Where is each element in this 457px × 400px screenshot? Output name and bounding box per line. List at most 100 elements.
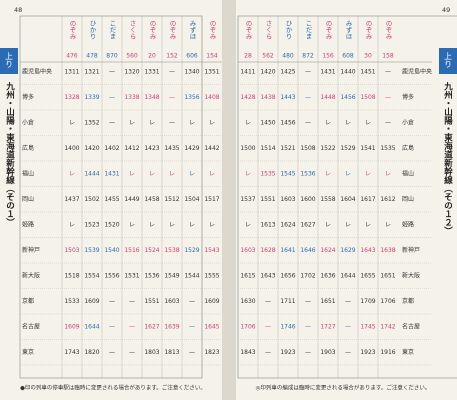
train-name: のぞみ: [208, 20, 216, 40]
time: レ: [69, 222, 75, 229]
time: 1504: [184, 196, 199, 203]
time: 1444: [84, 171, 99, 178]
time: レ: [345, 222, 351, 229]
time: レ: [209, 171, 215, 178]
time: 1604: [340, 196, 355, 203]
time: 1711: [280, 298, 295, 305]
time: 1639: [164, 324, 179, 331]
station-name: 新大阪: [402, 272, 420, 280]
time: —: [169, 120, 175, 127]
train-number: 154: [206, 53, 218, 60]
train-number: 480: [282, 53, 294, 60]
time: 1609: [64, 324, 79, 331]
time: レ: [149, 171, 155, 178]
train-name: のぞみ: [244, 20, 252, 40]
time: レ: [69, 120, 75, 127]
station-name: 新神戸: [22, 246, 40, 254]
train-number: 560: [126, 53, 138, 60]
time: 1348: [144, 94, 159, 101]
train-name: のぞみ: [384, 20, 392, 40]
time: —: [109, 94, 115, 101]
time: 1339: [84, 94, 99, 101]
time: 1624: [280, 222, 295, 229]
time: 1645: [204, 324, 219, 331]
time: 1923: [280, 349, 295, 356]
train-number: 156: [322, 53, 334, 60]
time: 1340: [184, 69, 199, 76]
time: —: [189, 298, 195, 305]
time: レ: [245, 171, 251, 178]
time: 1508: [300, 145, 315, 152]
time: 1512: [164, 196, 179, 203]
train-name: のぞみ: [148, 20, 156, 40]
time: 1820: [84, 349, 99, 356]
time: 1551: [144, 298, 159, 305]
tab-label: 上り: [444, 52, 453, 68]
time: 1656: [280, 273, 295, 280]
time: 1438: [260, 94, 275, 101]
time: 1603: [280, 196, 295, 203]
time: 1402: [104, 145, 119, 152]
time: —: [345, 349, 351, 356]
time: 1535: [380, 145, 395, 152]
station-name: 京都: [22, 297, 34, 305]
section-title: 九州・山陽・東海道新幹線（その１）: [5, 81, 16, 226]
time: 1429: [184, 145, 199, 152]
time: 1456: [280, 120, 295, 127]
time: 1531: [124, 273, 139, 280]
time: 1420: [84, 145, 99, 152]
time: 1558: [320, 196, 335, 203]
time: レ: [345, 120, 351, 127]
time: 1545: [280, 171, 295, 178]
station-name: 新神戸: [402, 246, 420, 254]
time: レ: [365, 222, 371, 229]
time: レ: [345, 171, 351, 178]
time: 1603: [164, 298, 179, 305]
train-name: みずほ: [344, 20, 352, 40]
time: 1431: [104, 171, 119, 178]
time: —: [129, 298, 135, 305]
time: 1412: [124, 145, 139, 152]
station-name: 岡山: [22, 195, 34, 203]
time: 1529: [184, 247, 199, 254]
train-number: 476: [66, 53, 78, 60]
footer-note: ●印の列車の停車駅は臨時に変更される場合があります。ご注意ください。: [20, 384, 206, 392]
time: 1628: [260, 247, 275, 254]
train-name: ひかり: [88, 20, 96, 40]
time: —: [109, 349, 115, 356]
station-name: 福山: [402, 170, 414, 178]
time: レ: [325, 171, 331, 178]
train-name: のぞみ: [364, 20, 372, 40]
time: 1603: [240, 247, 255, 254]
time: 1352: [84, 120, 99, 127]
time: 1638: [380, 247, 395, 254]
time: 1745: [360, 324, 375, 331]
time: 1448: [320, 94, 335, 101]
time: 1643: [360, 247, 375, 254]
time: 1549: [164, 273, 179, 280]
time: 1627: [300, 222, 315, 229]
time: 1320: [124, 69, 139, 76]
train-name: のぞみ: [324, 20, 332, 40]
time: レ: [365, 120, 371, 127]
time: 1425: [280, 69, 295, 76]
time: —: [305, 120, 311, 127]
time: 1923: [360, 349, 375, 356]
station-name: 姫路: [402, 221, 414, 229]
train-number: 158: [382, 53, 394, 60]
time: 1356: [184, 94, 199, 101]
time: —: [385, 120, 391, 127]
time: —: [305, 298, 311, 305]
time: 1451: [360, 69, 375, 76]
station-name: 博多: [402, 93, 414, 101]
station-name: 小倉: [22, 119, 34, 127]
time: レ: [189, 171, 195, 178]
time: レ: [209, 222, 215, 229]
train-name: ひかり: [284, 20, 292, 40]
train-number: 870: [106, 53, 118, 60]
time: 1538: [164, 247, 179, 254]
train-number: 872: [302, 53, 314, 60]
station-name: 姫路: [22, 221, 34, 229]
time: 1431: [320, 69, 335, 76]
